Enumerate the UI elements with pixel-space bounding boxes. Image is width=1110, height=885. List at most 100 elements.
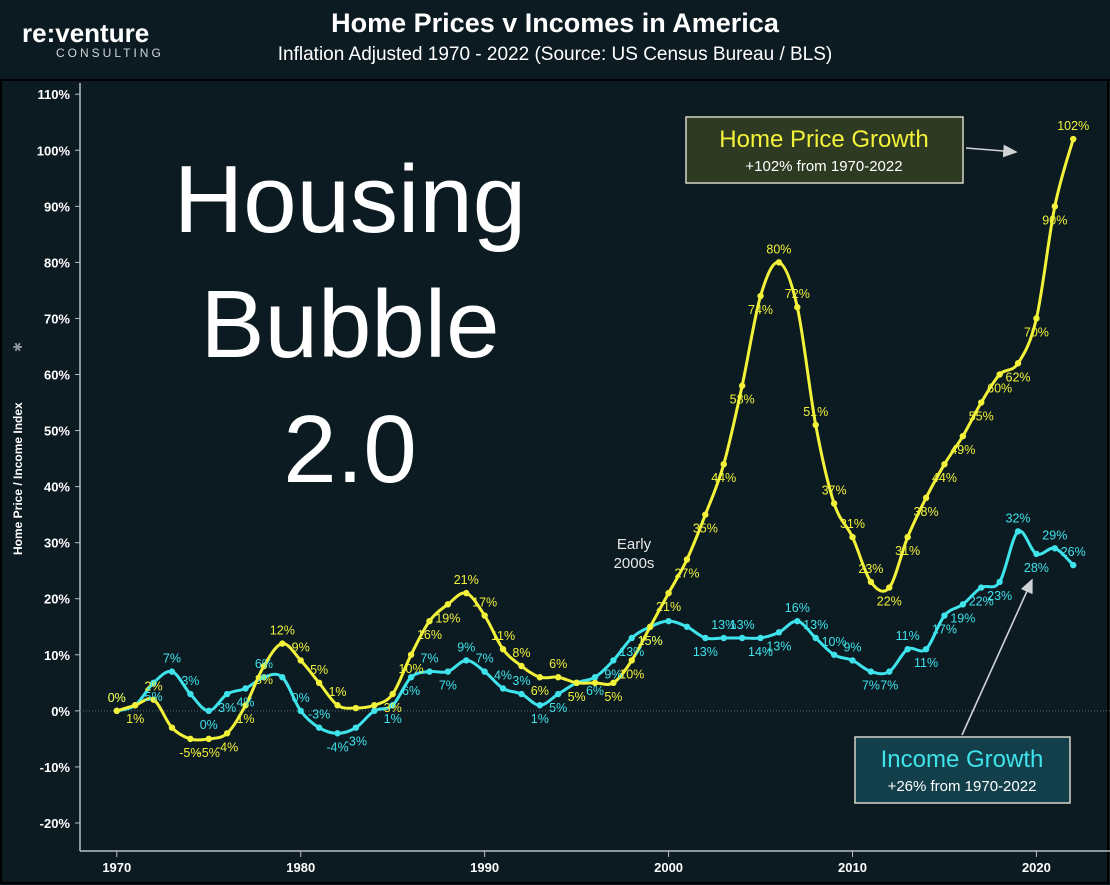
income-data-label: 7% [420, 652, 438, 666]
y-tick-label: 110% [37, 87, 70, 102]
y-tick-label: 30% [44, 536, 70, 551]
overlay-line-1: Housing [174, 146, 526, 253]
income-data-label: 7% [862, 679, 880, 693]
income-data-label: 11% [896, 629, 920, 643]
home-data-label: 74% [748, 303, 773, 317]
income-data-point [371, 707, 378, 715]
home-data-label: 44% [711, 471, 736, 485]
home-data-label: 2% [145, 680, 163, 694]
income-data-label: 1% [531, 712, 549, 726]
income-data-label: 6% [402, 684, 420, 698]
home-data-label: 6% [531, 684, 549, 698]
home-data-label: 6% [549, 657, 567, 671]
income-data-label: 9% [457, 640, 475, 654]
income-data-point [720, 634, 727, 642]
x-axis: 1970 1980 1990 2000 2010 2020 [80, 850, 1110, 875]
home-data-point [223, 730, 231, 737]
home-data-point [334, 702, 341, 709]
income-data-label: 3% [181, 674, 199, 688]
home-data-point [352, 704, 360, 712]
series-home [113, 135, 1077, 743]
income-data-point [922, 645, 930, 653]
home-data-label: 16% [417, 628, 442, 642]
home-data-point [518, 662, 525, 670]
home-data-label: 31% [840, 517, 865, 531]
home-data-point [407, 651, 415, 658]
home-data-point [1070, 135, 1077, 143]
home-data-point [1051, 203, 1059, 210]
income-data-point [1051, 545, 1059, 552]
home-data-label: 55% [969, 410, 994, 424]
home-data-point [389, 690, 396, 698]
income-data-label: 13% [730, 618, 755, 632]
logo-name: re:venture [22, 18, 150, 48]
home-data-point [665, 589, 672, 597]
y-tick-label: -20% [40, 816, 71, 831]
home-data-point [886, 584, 893, 591]
home-data-point [113, 707, 120, 715]
income-data-label: 7% [880, 679, 898, 693]
home-data-point [444, 601, 452, 608]
home-data-label: 37% [822, 483, 847, 497]
income-data-label: 9% [843, 640, 861, 654]
early-2000s-line-2: 2000s [614, 555, 655, 572]
home-data-label: 5% [604, 690, 622, 704]
income-data-label: 7% [439, 679, 457, 693]
home-data-label: 9% [292, 640, 310, 654]
labels-home: 0%1%2%-5%-5%-4%1%8%12%9%5%1%3%10%16%19%2… [108, 119, 1089, 760]
income-data-point [996, 578, 1003, 586]
home-data-point [131, 702, 139, 709]
home-data-label: 10% [619, 667, 644, 681]
income-data-point [959, 601, 967, 608]
income-data-label: 29% [1042, 528, 1067, 542]
income-callout-arrow [961, 578, 1033, 736]
home-data-point [1033, 315, 1040, 322]
x-tick-label: 2020 [1022, 860, 1051, 875]
income-data-point [536, 702, 544, 709]
income-data-point [794, 617, 801, 625]
x-tick-label: 2010 [838, 860, 867, 875]
logo-subtitle: CONSULTING [56, 46, 164, 60]
home-callout-box [685, 116, 964, 184]
income-data-point [904, 645, 911, 653]
home-data-label: -5% [179, 746, 201, 760]
home-price-callout: Home Price Growth +102% from 1970-2022 [685, 116, 1018, 184]
home-data-label: 10% [399, 662, 424, 676]
home-data-point [812, 421, 819, 429]
income-data-label: 32% [1006, 511, 1031, 525]
income-data-label: 0% [200, 718, 218, 732]
income-data-point [407, 674, 415, 681]
home-data-label: 62% [1006, 370, 1031, 384]
logo: re:venture CONSULTING [22, 20, 164, 60]
income-data-point [334, 730, 341, 737]
home-callout-arrow [965, 144, 1018, 158]
income-data-label: 3% [512, 674, 530, 688]
income-series-line [116, 529, 1075, 735]
labels-income: 0% 5%7%3%0%3% 4%6%0%-3%-4%-3%1%6%7%7%9%7%4… [108, 511, 1086, 754]
home-data-label: 1% [328, 685, 346, 699]
y-axis: -20% -10% 0% 10% 20% 30% 40% 50% 60% 70% 80% 90% 100… [37, 83, 1110, 851]
home-data-point [536, 674, 544, 681]
home-data-label: 8% [512, 646, 530, 660]
income-data-point [168, 668, 176, 675]
home-data-label: 1% [236, 712, 254, 726]
income-data-label: 13% [693, 645, 718, 659]
income-callout-title: Income Growth [881, 746, 1044, 773]
home-data-point [499, 645, 507, 653]
income-data-point [389, 702, 396, 709]
home-data-point [775, 259, 783, 266]
home-data-label: 27% [674, 566, 699, 580]
home-data-point [978, 399, 985, 406]
income-data-label: 5% [145, 690, 163, 704]
overlay-line-2: Bubble [201, 271, 500, 378]
income-data-label: 26% [1061, 545, 1086, 559]
home-data-point [481, 612, 488, 619]
income-data-point [849, 657, 856, 664]
home-data-point [315, 679, 323, 687]
home-data-point [646, 623, 654, 630]
income-data-label: 3% [218, 701, 236, 715]
income-data-point [941, 612, 948, 619]
x-tick-label: 2000 [654, 860, 683, 875]
home-data-point [205, 735, 212, 743]
income-data-point [315, 724, 323, 731]
